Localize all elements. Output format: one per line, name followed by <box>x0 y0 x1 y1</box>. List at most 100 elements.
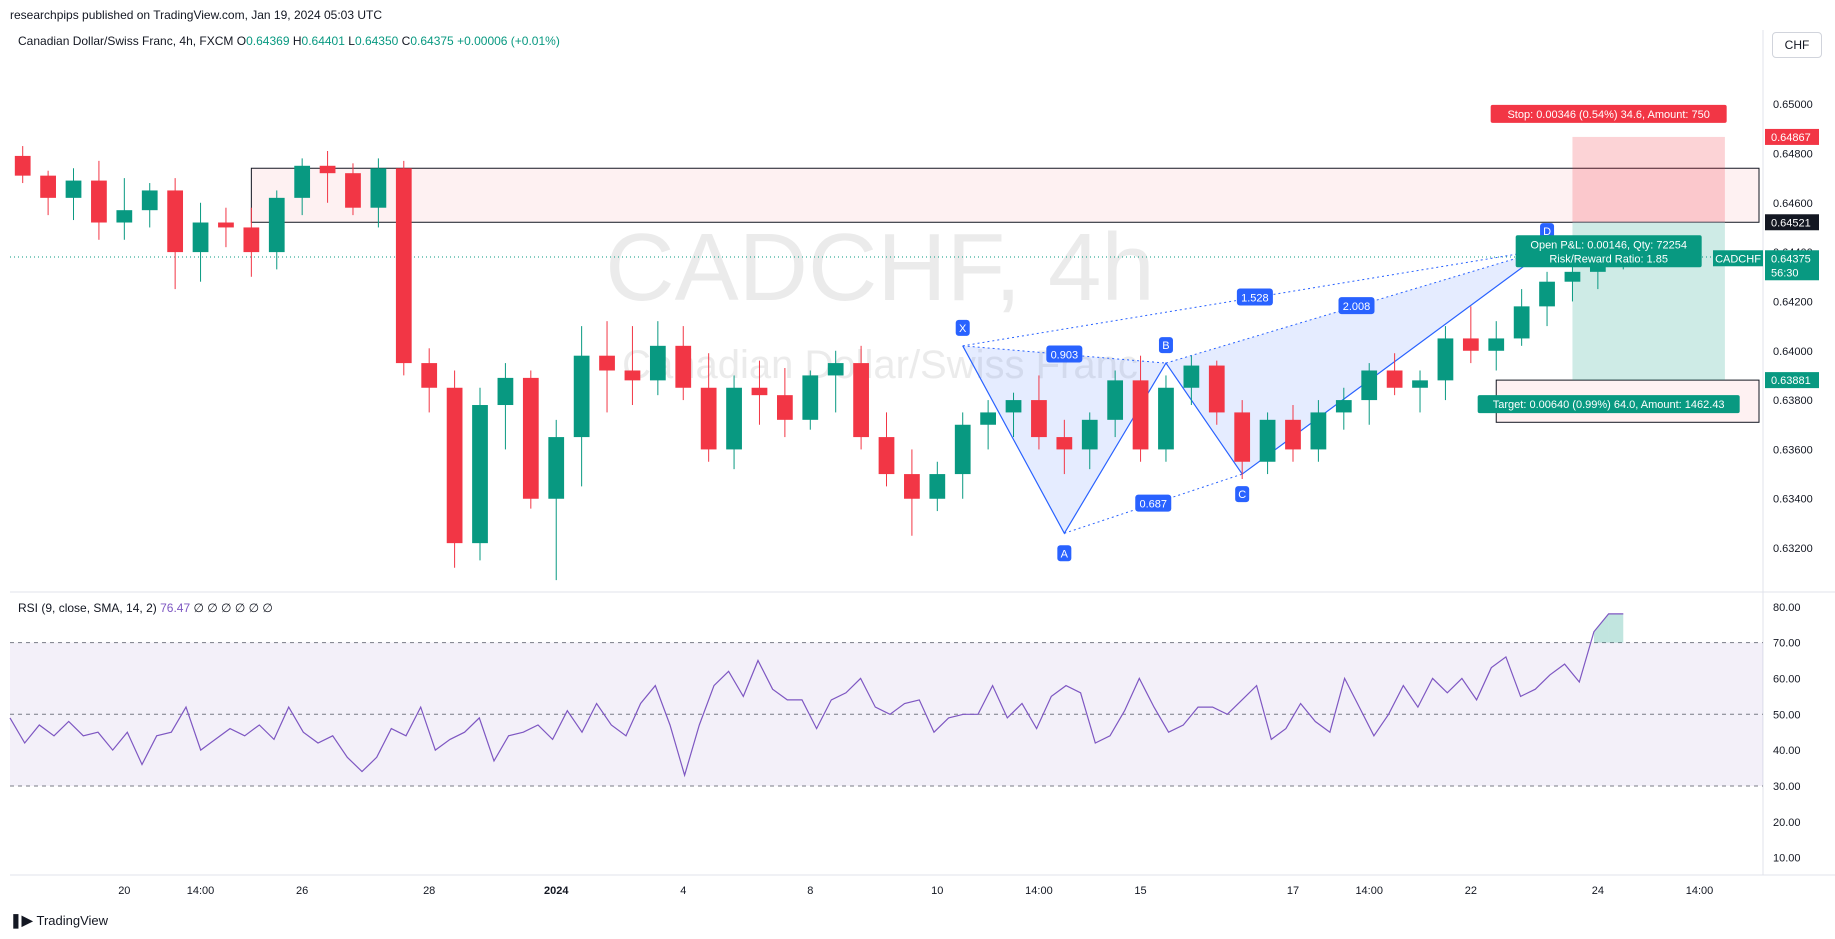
pattern-ratio-b-d: 2.008 <box>1338 297 1375 315</box>
rsi-tick-label: 20.00 <box>1773 817 1801 829</box>
candle-body <box>1412 380 1428 388</box>
candle <box>878 412 895 487</box>
candle <box>192 202 209 282</box>
symbol-legend: Canadian Dollar/Swiss Franc, 4h, FXCM O0… <box>18 34 560 48</box>
candle <box>1462 306 1479 364</box>
rsi-value: 76.47 <box>160 601 191 615</box>
candle <box>1310 400 1327 462</box>
price-tick-label: 0.64000 <box>1773 346 1813 358</box>
rsi-tick-label: 60.00 <box>1773 673 1801 685</box>
candle <box>777 368 793 438</box>
price-tick-label: 0.64800 <box>1773 148 1813 160</box>
supply-zone <box>250 167 1760 223</box>
pattern-ratio-label: 1.528 <box>1241 292 1269 304</box>
pattern-ratio-x-d: 1.528 <box>1236 288 1273 306</box>
candle-body <box>294 165 311 198</box>
candle <box>929 461 946 512</box>
candle <box>345 163 361 216</box>
time-tick-label: 14:00 <box>187 885 215 897</box>
close-label: C <box>401 34 411 48</box>
candle <box>319 150 336 203</box>
candle <box>1488 321 1505 371</box>
candle <box>1183 355 1200 406</box>
candle-body <box>904 474 920 499</box>
candle-body <box>624 370 641 381</box>
candle-body <box>980 412 996 425</box>
candle <box>904 449 920 536</box>
candle <box>370 158 387 228</box>
candle-body <box>853 363 869 438</box>
candle-body <box>777 395 793 420</box>
candle <box>446 370 463 568</box>
target-label-bg <box>1477 395 1740 414</box>
candle-body <box>929 474 946 499</box>
candle <box>14 146 31 184</box>
pattern-point-label: A <box>1061 548 1069 560</box>
pattern-ratio-x-b: 0.903 <box>1046 345 1083 363</box>
time-tick-label: 17 <box>1287 885 1299 897</box>
pattern-ratio-badge <box>1046 345 1083 363</box>
pattern-point-b: B <box>1158 337 1173 354</box>
price-tick-label: 0.64600 <box>1773 198 1813 210</box>
pattern-point-a: A <box>1057 545 1072 562</box>
rsi-tick-label: 80.00 <box>1773 602 1801 614</box>
price-label-bg <box>1765 250 1819 281</box>
pattern-point-badge <box>955 319 970 336</box>
open-value: 0.64369 <box>246 34 290 48</box>
pnl-label-bg <box>1515 235 1702 268</box>
low-value: 0.64350 <box>354 34 399 48</box>
pattern-ratio-badge <box>1236 288 1273 306</box>
change-value: +0.00006 (+0.01%) <box>457 34 560 48</box>
currency-button[interactable]: CHF <box>1772 32 1822 58</box>
price-tick-label: 0.63800 <box>1773 395 1813 407</box>
pattern-ratio-a-c: 0.687 <box>1135 494 1172 512</box>
close-value: 0.64375 <box>410 34 454 48</box>
pattern-ratio-label: 2.008 <box>1343 301 1371 313</box>
candle <box>599 321 615 413</box>
candle <box>472 387 488 561</box>
rsi-legend: RSI (9, close, SMA, 14, 2) 76.47 ∅ ∅ ∅ ∅… <box>18 601 273 615</box>
pattern-ratio-badge <box>1338 297 1375 315</box>
candle-body <box>1183 365 1200 388</box>
candle <box>40 170 56 216</box>
candle-body <box>1107 380 1124 420</box>
rsi-name[interactable]: RSI <box>18 601 39 615</box>
candle-body <box>1031 400 1047 438</box>
candle <box>522 370 539 509</box>
candle <box>675 326 692 401</box>
candle <box>548 419 565 581</box>
pattern-point-label: X <box>959 323 967 335</box>
time-tick-label: 8 <box>807 885 813 897</box>
candle <box>573 326 590 487</box>
candle <box>497 363 514 450</box>
candle-body <box>802 375 819 420</box>
rsi-params: (9, close, SMA, 14, 2) <box>41 601 157 615</box>
symbol-name[interactable]: Canadian Dollar/Swiss Franc, 4h, FXCM <box>18 34 234 48</box>
candle-body <box>472 405 488 544</box>
candle-body <box>1005 400 1022 413</box>
pattern-point-badge <box>1057 545 1072 562</box>
candle-body <box>1539 281 1555 307</box>
pattern-point-badge <box>1540 223 1555 240</box>
candle-body <box>116 210 133 223</box>
candle-body <box>954 424 971 475</box>
candle <box>1259 412 1276 475</box>
pattern-point-d: D <box>1540 223 1555 240</box>
rsi-overbought-fill <box>1608 613 1624 643</box>
rsi-band <box>10 642 1763 786</box>
rsi-overbought-fill <box>1593 613 1609 643</box>
candle-body <box>751 387 768 396</box>
pnl-label: Open P&L: 0.00146, Qty: 72254 Risk/Reward… <box>1515 235 1702 268</box>
candle <box>268 190 285 270</box>
candle-body <box>1488 338 1505 351</box>
candle-body <box>1564 271 1581 282</box>
candle <box>218 207 234 248</box>
tradingview-logo[interactable]: ❚▶ TradingView <box>10 912 108 929</box>
candle-body <box>370 168 387 208</box>
candle <box>827 350 844 413</box>
rsi-tick-label: 30.00 <box>1773 781 1801 793</box>
candle <box>1132 355 1149 462</box>
time-tick-label: 2024 <box>544 885 569 897</box>
candle <box>1437 326 1454 401</box>
